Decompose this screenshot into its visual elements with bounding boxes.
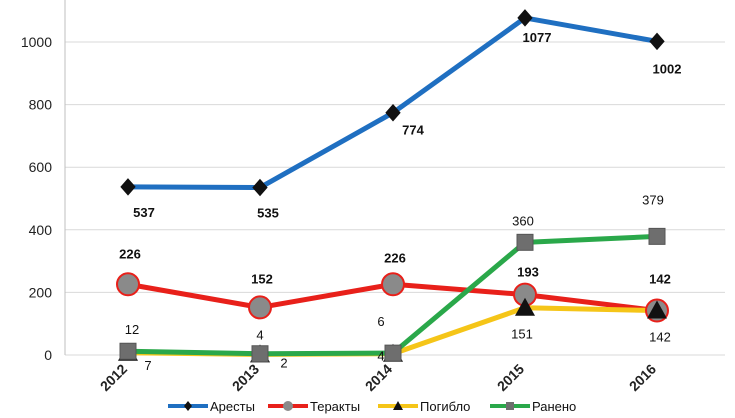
grid-layer: [64, 0, 725, 356]
data-label: 1077: [523, 30, 552, 45]
data-point-marker: [120, 178, 136, 196]
data-point-marker: [252, 178, 268, 197]
data-point-marker: [517, 9, 533, 27]
y-tick-label: 0: [44, 347, 52, 363]
data-label: 774: [402, 123, 424, 138]
data-point-marker: [381, 272, 405, 297]
data-label: 6: [377, 314, 384, 329]
data-label: 2: [280, 355, 287, 370]
x-axis-ticks: 2012 2013 2014 2015 2016: [97, 361, 659, 394]
legend-marker: [184, 401, 192, 411]
series-line: [125, 15, 660, 191]
data-point-marker: [515, 297, 535, 316]
data-label: 226: [384, 250, 406, 265]
x-tick-label: 2016: [626, 361, 659, 394]
data-point-marker: [119, 342, 137, 360]
data-point-marker: [648, 227, 666, 245]
y-axis-ticks: 0 200 400 600 800 1000: [21, 34, 52, 363]
y-tick-label: 800: [29, 97, 53, 113]
legend-label: Ранено: [532, 399, 576, 414]
data-label: 7: [144, 358, 151, 373]
y-tick-label: 1000: [21, 34, 52, 50]
data-label: 142: [649, 330, 671, 345]
y-tick-label: 400: [29, 222, 53, 238]
data-point-marker: [116, 272, 140, 297]
x-tick-label: 2014: [362, 361, 395, 394]
data-label: 151: [511, 327, 533, 342]
data-label: 4: [256, 328, 263, 343]
data-point-marker: [251, 345, 269, 363]
data-label: 360: [512, 213, 534, 228]
data-label: 193: [517, 265, 539, 280]
series-layer: [116, 9, 669, 363]
data-label: 226: [119, 246, 141, 261]
x-tick-label: 2013: [229, 361, 262, 394]
legend-label: Погибло: [420, 399, 470, 414]
data-label: 12: [125, 322, 139, 337]
data-label: 4: [377, 349, 384, 364]
x-tick-label: 2015: [494, 361, 527, 394]
data-labels: 537 535 774 1077 1002 226 152 226 193 142 7 2 4 151 14…: [119, 30, 681, 373]
data-label: 535: [257, 206, 279, 221]
data-point-marker: [649, 32, 665, 51]
y-tick-label: 600: [29, 159, 53, 175]
data-point-marker: [516, 233, 534, 251]
data-label: 142: [649, 272, 671, 287]
data-point-marker: [385, 103, 401, 122]
legend-label: Теракты: [310, 399, 360, 414]
data-point-marker: [647, 300, 667, 319]
data-label: 379: [642, 192, 664, 207]
legend-label: Аресты: [210, 399, 255, 414]
x-tick-label: 2012: [97, 361, 130, 394]
data-point-marker: [248, 295, 272, 320]
y-tick-label: 200: [29, 284, 53, 300]
legend-marker: [283, 401, 293, 411]
data-label: 537: [133, 205, 155, 220]
data-label: 1002: [653, 61, 682, 76]
data-point-marker: [384, 344, 402, 362]
legend-marker: [393, 401, 403, 410]
data-label: 152: [251, 271, 273, 286]
legend: Аресты Теракты Погибло Ранено: [168, 399, 576, 414]
legend-marker: [506, 402, 514, 410]
